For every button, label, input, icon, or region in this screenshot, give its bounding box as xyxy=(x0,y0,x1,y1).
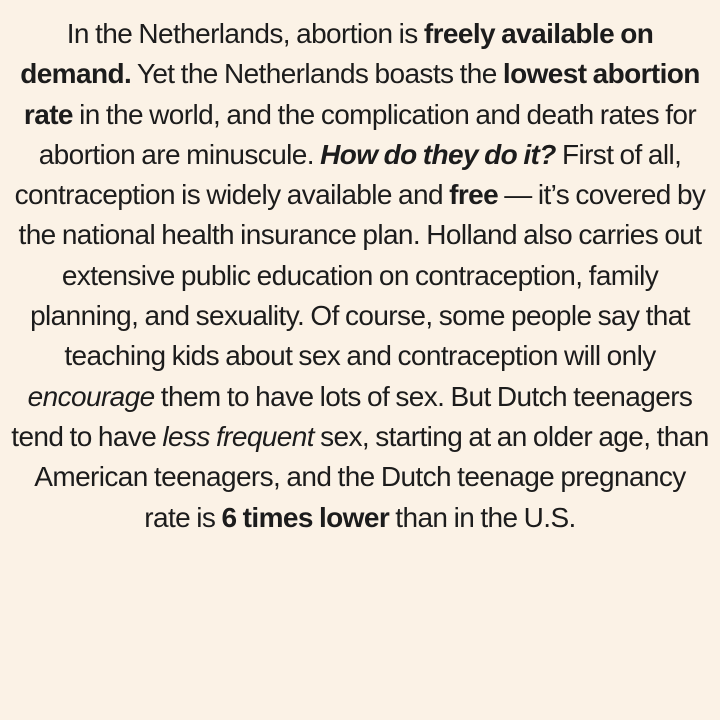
emphasis-question: How do they do it? xyxy=(320,138,556,170)
text-segment: than in the U.S. xyxy=(389,501,576,533)
text-segment: Yet the Netherlands boasts the xyxy=(131,58,503,90)
body-paragraph: In the Netherlands, abortion is freely a… xyxy=(10,14,710,538)
text-segment: — it’s covered by the national health in… xyxy=(18,179,706,372)
text-segment: in the world, and the complication and d… xyxy=(38,98,697,170)
text-segment: First of all, contraception is widely av… xyxy=(14,138,682,211)
emphasis-free: free xyxy=(449,179,499,211)
emphasis-lowest-abortion-rate: lowest abortion rate xyxy=(23,58,700,130)
emphasis-freely-available: freely available on demand. xyxy=(20,18,654,90)
text-segment: them to have lots of sex. But Dutch teen… xyxy=(11,380,693,452)
text-segment: sex, starting at an older age, than Amer… xyxy=(34,420,709,533)
emphasis-encourage: encourage xyxy=(27,380,156,412)
text-segment: In the Netherlands, abortion is xyxy=(66,18,424,49)
emphasis-six-times-lower: 6 times lower xyxy=(221,501,390,533)
emphasis-less-frequent: less frequent xyxy=(162,420,314,452)
